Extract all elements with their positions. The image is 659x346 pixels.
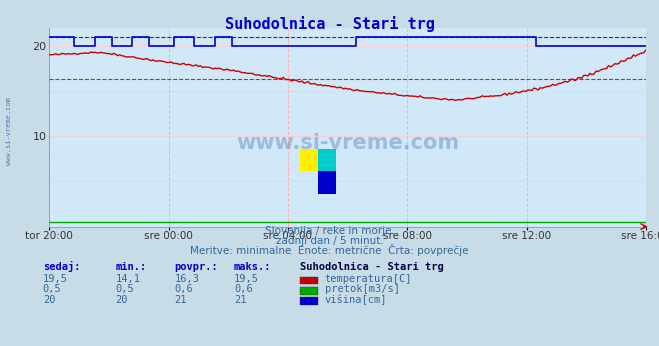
Text: 0,5: 0,5: [43, 284, 61, 294]
Text: Suhodolnica - Stari trg: Suhodolnica - Stari trg: [300, 262, 444, 272]
Text: 14,1: 14,1: [115, 274, 140, 284]
Polygon shape: [318, 171, 336, 194]
Text: 0,6: 0,6: [234, 284, 252, 294]
Text: min.:: min.:: [115, 262, 146, 272]
Text: zadnji dan / 5 minut.: zadnji dan / 5 minut.: [275, 236, 384, 246]
Text: Slovenija / reke in morje.: Slovenija / reke in morje.: [264, 226, 395, 236]
Text: temperatura[C]: temperatura[C]: [325, 274, 413, 284]
Text: 21: 21: [175, 295, 187, 305]
Text: 20: 20: [115, 295, 128, 305]
Text: Suhodolnica - Stari trg: Suhodolnica - Stari trg: [225, 16, 434, 31]
Text: sedaj:: sedaj:: [43, 261, 80, 272]
Text: pretok[m3/s]: pretok[m3/s]: [325, 284, 400, 294]
Text: www.si-vreme.com: www.si-vreme.com: [236, 133, 459, 153]
Polygon shape: [300, 149, 318, 171]
Text: 0,5: 0,5: [115, 284, 134, 294]
Text: 21: 21: [234, 295, 246, 305]
Text: 19,5: 19,5: [234, 274, 259, 284]
Text: www.si-vreme.com: www.si-vreme.com: [5, 98, 12, 165]
Text: 19,5: 19,5: [43, 274, 68, 284]
Text: povpr.:: povpr.:: [175, 262, 218, 272]
Polygon shape: [318, 149, 336, 171]
Text: Meritve: minimalne  Enote: metrične  Črta: povprečje: Meritve: minimalne Enote: metrične Črta:…: [190, 244, 469, 256]
Text: 0,6: 0,6: [175, 284, 193, 294]
Text: 16,3: 16,3: [175, 274, 200, 284]
Text: maks.:: maks.:: [234, 262, 272, 272]
Text: višina[cm]: višina[cm]: [325, 294, 387, 305]
Text: 20: 20: [43, 295, 55, 305]
